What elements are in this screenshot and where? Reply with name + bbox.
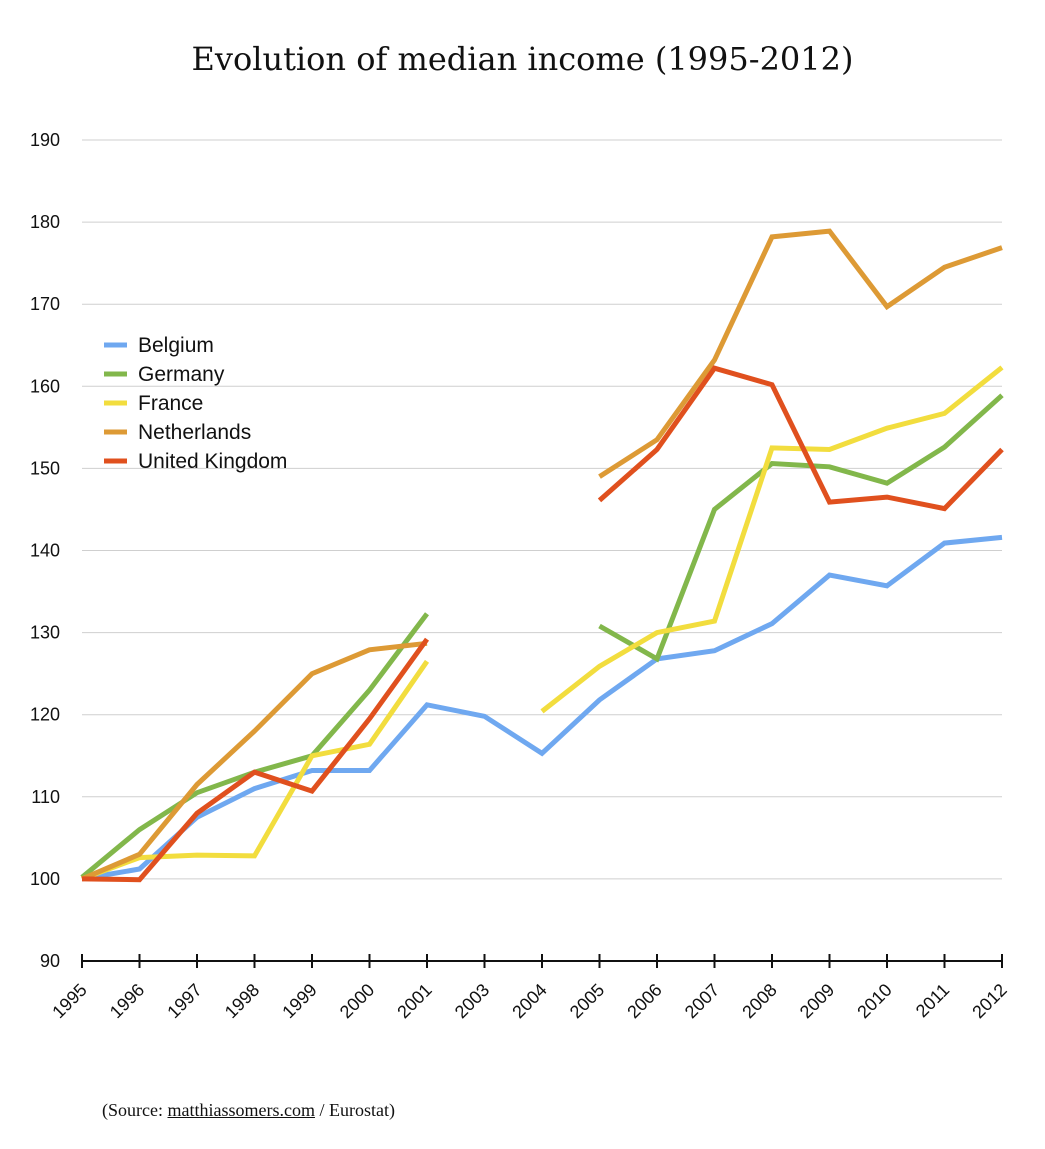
source-note: (Source: matthiassomers.com / Eurostat) bbox=[102, 1100, 395, 1121]
x-tick-label-2012: 2012 bbox=[968, 980, 1010, 1022]
source-prefix: (Source: bbox=[102, 1100, 168, 1120]
x-tick-label-2000: 2000 bbox=[336, 980, 378, 1022]
x-tick-label-2011: 2011 bbox=[912, 980, 954, 1022]
x-axis: 1995 1996 1997 1998 1999 2000 2001 2003 2004 2005… bbox=[48, 954, 1011, 1022]
x-tick-label-2009: 2009 bbox=[796, 980, 838, 1022]
y-tick-label-120: 120 bbox=[30, 705, 60, 725]
source-link[interactable]: matthiassomers.com bbox=[167, 1100, 315, 1120]
x-tick-label-1996: 1996 bbox=[106, 980, 148, 1022]
series-line-germany-1 bbox=[80, 612, 429, 880]
y-tick-label-160: 160 bbox=[30, 376, 60, 396]
y-tick-label-170: 170 bbox=[30, 294, 60, 314]
legend-label-netherlands: Netherlands bbox=[138, 421, 251, 444]
series-line-netherlands-2 bbox=[598, 228, 1003, 479]
series-line-united-kingdom-2 bbox=[597, 365, 1004, 512]
series-line-belgium-1 bbox=[81, 534, 1003, 882]
legend-label-france: France bbox=[138, 392, 203, 415]
y-tick-label-180: 180 bbox=[30, 212, 60, 232]
x-tick-label-2004: 2004 bbox=[508, 980, 550, 1022]
x-tick-label-2010: 2010 bbox=[853, 980, 895, 1022]
series-line-netherlands-1 bbox=[81, 640, 428, 882]
x-tick-label-1999: 1999 bbox=[278, 980, 320, 1022]
x-tick-label-1997: 1997 bbox=[163, 980, 205, 1022]
legend: Belgium Germany France Netherlands United Ki… bbox=[104, 334, 287, 473]
x-tick-label-1998: 1998 bbox=[221, 980, 263, 1022]
y-tick-label-150: 150 bbox=[30, 458, 60, 478]
chart-title: Evolution of median income (1995-2012) bbox=[191, 40, 854, 78]
series-line-united-kingdom-1 bbox=[81, 637, 430, 883]
x-tick-label-2008: 2008 bbox=[738, 980, 780, 1022]
legend-label-united-kingdom: United Kingdom bbox=[138, 450, 287, 473]
x-tick-label-2006: 2006 bbox=[623, 980, 665, 1022]
y-tick-label-190: 190 bbox=[30, 130, 60, 150]
y-tick-label-90: 90 bbox=[40, 951, 60, 971]
series-line-germany-2 bbox=[598, 393, 1004, 663]
x-tick-label-2003: 2003 bbox=[451, 980, 493, 1022]
y-tick-label-100: 100 bbox=[30, 869, 60, 889]
x-tick-label-2001: 2001 bbox=[393, 980, 435, 1022]
legend-label-belgium: Belgium bbox=[138, 334, 214, 357]
source-suffix: / Eurostat) bbox=[314, 1100, 395, 1120]
x-tick-label-2005: 2005 bbox=[566, 980, 608, 1022]
series-lines bbox=[80, 228, 1004, 883]
series-line-france-2 bbox=[540, 365, 1004, 714]
y-tick-label-110: 110 bbox=[31, 787, 60, 807]
y-axis-ticks: 90 100 110 120 130 140 150 160 170 180 190 bbox=[30, 130, 60, 971]
y-tick-label-140: 140 bbox=[30, 541, 60, 561]
legend-label-germany: Germany bbox=[138, 363, 225, 386]
series-line-france-1 bbox=[81, 659, 430, 882]
x-tick-label-2007: 2007 bbox=[681, 980, 723, 1022]
gridlines bbox=[82, 139, 1002, 880]
y-tick-label-130: 130 bbox=[30, 623, 60, 643]
x-tick-label-1995: 1995 bbox=[48, 980, 90, 1022]
